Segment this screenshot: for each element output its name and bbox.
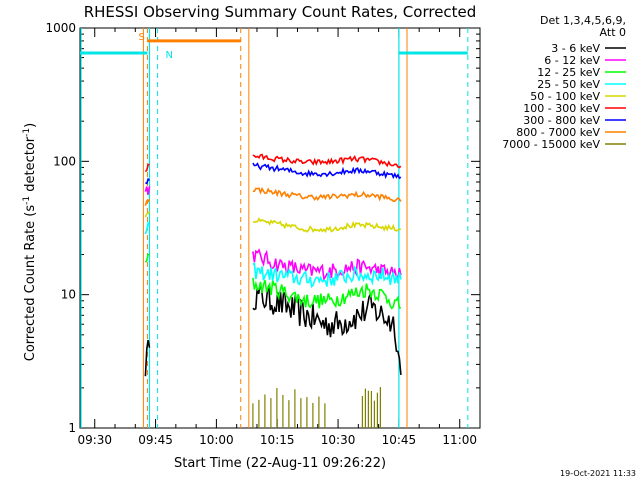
legend-label: 100 - 300 keV: [523, 102, 600, 115]
y-axis-label-sup2: -1: [22, 128, 32, 137]
legend-label: 300 - 800 keV: [523, 114, 600, 127]
y-axis-label: Corrected Count Rate (s-1 detector-1): [22, 123, 38, 361]
legend-label: 3 - 6 keV: [551, 42, 600, 55]
x-tick-label-09:45: 09:45: [138, 433, 173, 447]
series-line: [144, 186, 151, 195]
footer-date: 19-Oct-2021 11:33: [560, 469, 636, 478]
x-tick-label-09:30: 09:30: [77, 433, 112, 447]
series-line: [144, 221, 151, 235]
series-line: [252, 284, 402, 375]
x-tick-label-11:00: 11:00: [442, 433, 477, 447]
y-tick-label-100: 100: [53, 154, 76, 168]
series-line: [144, 339, 151, 377]
plot-area: 1 10 100 1000 09:30 09:45 10:00 10:15 10:30 10:45…: [45, 21, 481, 447]
series-line: [144, 163, 150, 173]
series-line: [144, 211, 151, 218]
x-tick-label-10:30: 10:30: [321, 433, 356, 447]
y-axis-label-sup1: -1: [22, 196, 32, 205]
series-line: [252, 217, 401, 233]
x-axis-label: Start Time (22-Aug-11 09:26:22): [174, 456, 386, 471]
legend-header-2: Att 0: [600, 26, 626, 39]
plot-frame: [79, 27, 481, 429]
y-axis-label-mid: detector: [23, 136, 38, 196]
legend-label: 6 - 12 keV: [544, 54, 600, 67]
legend-label: 50 - 100 keV: [530, 90, 600, 103]
legend-label: 25 - 50 keV: [537, 78, 600, 91]
chart-title: RHESSI Observing Summary Count Rates, Co…: [84, 3, 477, 21]
legend-label: 12 - 25 keV: [537, 66, 600, 79]
series-line: [252, 186, 402, 202]
x-tick-label-10:00: 10:00: [199, 433, 234, 447]
y-tick-label-1000: 1000: [45, 21, 76, 35]
y-tick-label-10: 10: [61, 288, 76, 302]
series-line: [144, 253, 150, 263]
y-axis-label-pre: Corrected Count Rate (s: [23, 205, 38, 362]
series-line: [252, 277, 402, 310]
x-tick-label-10:45: 10:45: [382, 433, 417, 447]
series-line: [145, 177, 151, 185]
y-tick-label-1: 1: [68, 421, 76, 435]
legend-label: 800 - 7000 keV: [516, 126, 600, 139]
x-tick-label-10:15: 10:15: [260, 433, 295, 447]
series-line: [144, 198, 151, 206]
legend-label: 7000 - 15000 keV: [502, 138, 600, 151]
legend-header-1: Det 1,3,4,5,6,9,: [540, 14, 626, 27]
night-label: N: [165, 50, 172, 61]
y-axis-label-post: ): [23, 123, 38, 128]
saa-label: S: [138, 32, 144, 43]
series-line: [252, 153, 402, 169]
series-line: [252, 162, 402, 180]
series-line: [252, 262, 402, 289]
